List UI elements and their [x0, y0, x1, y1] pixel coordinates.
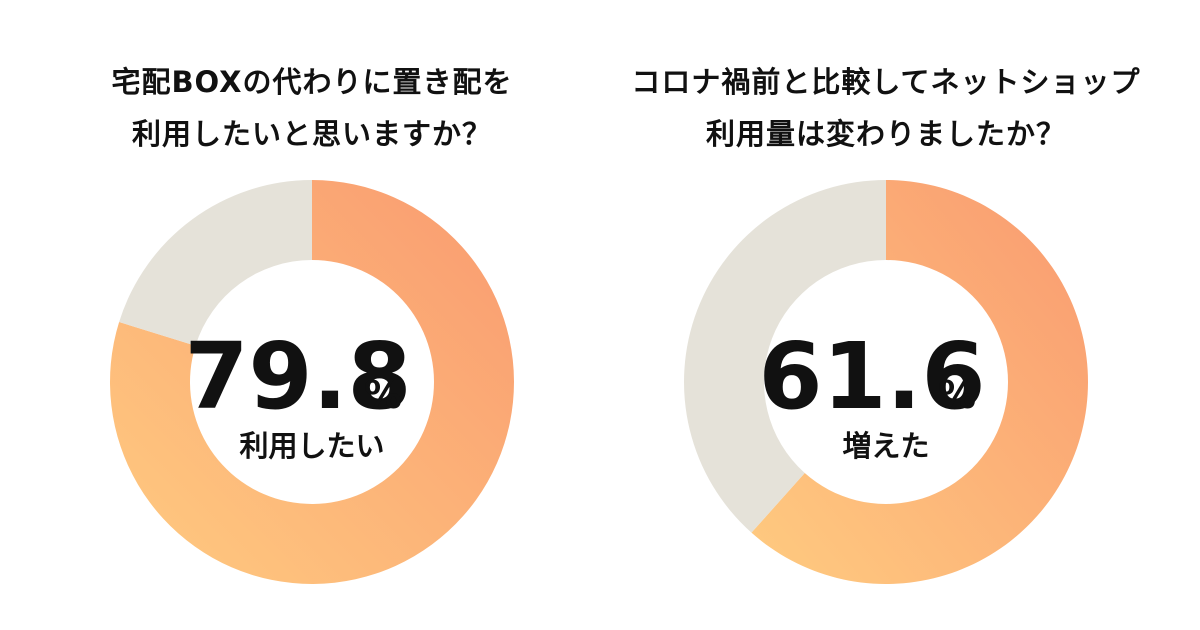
center-label: 増えた — [842, 429, 929, 463]
chart-panel-want-to-use: 宅配BOXの代わりに置き配を 利用したいと思いますか？ 79.8 % 利用したい — [12, 0, 612, 630]
donut-chart: 79.8 % 利用したい — [110, 180, 515, 584]
donut-chart: 61.6 % 増えた — [684, 180, 1088, 584]
donut-slice-main — [751, 180, 1088, 584]
chart-title-line-1: 宅配BOXの代わりに置き配を — [111, 65, 513, 99]
chart-title: コロナ禍前と比較してネットショップ 利用量は変わりましたか？ — [586, 56, 1186, 160]
chart-title-line-1: コロナ禍前と比較してネットショップ — [631, 65, 1141, 99]
donut-slice-remainder — [119, 180, 312, 346]
chart-panel-shopping-increased: コロナ禍前と比較してネットショップ 利用量は変わりましたか？ 61.6 % 増え… — [586, 0, 1186, 630]
percent-value: 79.8 — [185, 323, 412, 430]
donut-slice-remainder — [684, 180, 886, 533]
percent-unit: % — [938, 373, 976, 417]
percent-unit: % — [364, 373, 402, 417]
percent-value: 61.6 — [759, 323, 986, 430]
chart-title-line-2: 利用量は変わりましたか？ — [705, 117, 1066, 151]
donut-slice-main — [110, 180, 515, 584]
center-label: 利用したい — [239, 429, 384, 463]
chart-title-line-2: 利用したいと思いますか？ — [131, 117, 492, 151]
chart-title: 宅配BOXの代わりに置き配を 利用したいと思いますか？ — [12, 56, 612, 160]
